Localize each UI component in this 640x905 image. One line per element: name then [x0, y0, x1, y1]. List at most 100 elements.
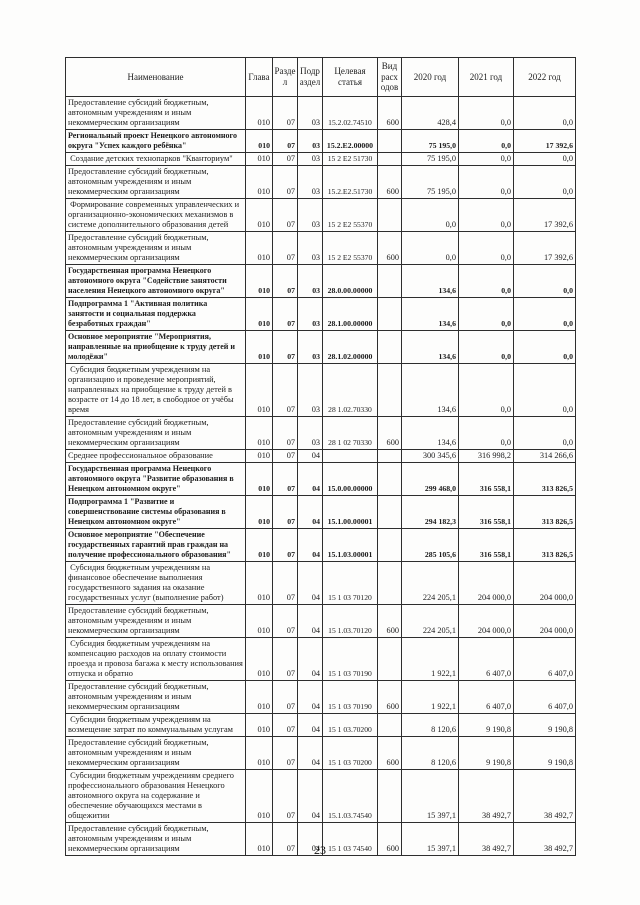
cell-2022: 6 407,0 — [513, 679, 576, 714]
cell-chapter: 010 — [245, 263, 273, 298]
cell-target-article: 28.0.00.00000 — [322, 263, 378, 298]
cell-2022: 0,0 — [513, 95, 576, 130]
cell-2022: 17 392,6 — [513, 230, 576, 265]
cell-target-article: 15 1 03 70120 — [322, 560, 378, 605]
cell-name: Подпрограмма 1 "Развитие и совершенствов… — [65, 494, 246, 529]
table-row: Государственная программа Ненецкого авто… — [65, 263, 576, 298]
table-row: Субсидии бюджетным учреждениям среднего … — [65, 768, 576, 823]
cell-2020: 294 182,3 — [401, 494, 459, 529]
cell-name: Государственная программа Ненецкого авто… — [65, 263, 246, 298]
cell-name: Предоставление субсидий бюджетным, автон… — [65, 230, 246, 265]
cell-chapter: 010 — [245, 679, 273, 714]
cell-subsection: 03 — [297, 128, 323, 153]
cell-2022: 313 826,5 — [513, 527, 576, 562]
cell-expense-type: 600 — [377, 230, 402, 265]
cell-name: Субсидия бюджетным учреждениям на финанс… — [65, 560, 246, 605]
cell-2022: 314 266,6 — [513, 448, 576, 463]
cell-2020: 134,6 — [401, 362, 459, 417]
cell-chapter: 010 — [245, 527, 273, 562]
cell-2020: 15 397,1 — [401, 768, 459, 823]
cell-name: Субсидии бюджетным учреждениям среднего … — [65, 768, 246, 823]
cell-target-article: 15 2 E2 55370 — [322, 197, 378, 232]
cell-expense-type — [377, 448, 402, 463]
cell-section: 07 — [272, 362, 298, 417]
cell-2022: 0,0 — [513, 362, 576, 417]
cell-subsection: 03 — [297, 296, 323, 331]
cell-name: Создание детских технопарков "Кванториум… — [65, 151, 246, 166]
table-row: Основное мероприятие "Обеспечение госуда… — [65, 527, 576, 562]
col-header-2021: 2021 год — [458, 57, 514, 97]
col-header-name: Наименование — [65, 57, 246, 97]
cell-subsection: 03 — [297, 95, 323, 130]
cell-2020: 134,6 — [401, 329, 459, 364]
cell-expense-type: 600 — [377, 415, 402, 450]
cell-2021: 0,0 — [458, 95, 514, 130]
cell-2020: 75 195,0 — [401, 151, 459, 166]
cell-expense-type — [377, 636, 402, 681]
cell-name: Предоставление субсидий бюджетным, автон… — [65, 735, 246, 770]
cell-subsection: 03 — [297, 415, 323, 450]
cell-section: 07 — [272, 527, 298, 562]
cell-2020: 299 468,0 — [401, 461, 459, 496]
cell-subsection: 04 — [297, 461, 323, 496]
cell-target-article: 15.0.00.00000 — [322, 461, 378, 496]
cell-target-article: 28.1.00.00000 — [322, 296, 378, 331]
cell-section: 07 — [272, 636, 298, 681]
table-row: Субсидия бюджетным учреждениям на компен… — [65, 636, 576, 681]
cell-target-article: 15 1 03.70200 — [322, 712, 378, 737]
cell-name: Предоставление субсидий бюджетным, автон… — [65, 95, 246, 130]
cell-2022: 0,0 — [513, 164, 576, 199]
table-row: Создание детских технопарков "Кванториум… — [65, 151, 576, 166]
cell-chapter: 010 — [245, 415, 273, 450]
cell-2020: 1 922,1 — [401, 679, 459, 714]
cell-2021: 0,0 — [458, 296, 514, 331]
cell-target-article: 28 1.02.70330 — [322, 362, 378, 417]
table-row: Предоставление субсидий бюджетным, автон… — [65, 603, 576, 638]
cell-2021: 0,0 — [458, 230, 514, 265]
cell-target-article: 15 1 03 70200 — [322, 735, 378, 770]
col-header-2020: 2020 год — [401, 57, 459, 97]
cell-2021: 9 190,8 — [458, 735, 514, 770]
cell-expense-type — [377, 263, 402, 298]
cell-2020: 15 397,1 — [401, 821, 459, 856]
cell-chapter: 010 — [245, 821, 273, 856]
table-row: Среднее профессиональное образование 010… — [65, 448, 576, 463]
cell-2020: 75 195,0 — [401, 164, 459, 199]
cell-subsection: 04 — [297, 560, 323, 605]
cell-section: 07 — [272, 164, 298, 199]
cell-2020: 224 205,1 — [401, 603, 459, 638]
cell-2020: 134,6 — [401, 263, 459, 298]
cell-chapter: 010 — [245, 560, 273, 605]
cell-2021: 316 558,1 — [458, 527, 514, 562]
cell-name: Региональный проект Ненецкого автономног… — [65, 128, 246, 153]
cell-chapter: 010 — [245, 164, 273, 199]
cell-2021: 6 407,0 — [458, 679, 514, 714]
cell-expense-type: 600 — [377, 679, 402, 714]
cell-2021: 0,0 — [458, 263, 514, 298]
cell-2022: 17 392,6 — [513, 128, 576, 153]
cell-name: Предоставление субсидий бюджетным, автон… — [65, 164, 246, 199]
cell-2022: 6 407,0 — [513, 636, 576, 681]
cell-target-article: 28.1.02.00000 — [322, 329, 378, 364]
cell-section: 07 — [272, 128, 298, 153]
cell-name: Государственная программа Ненецкого авто… — [65, 461, 246, 496]
cell-chapter: 010 — [245, 636, 273, 681]
cell-name: Основное мероприятие "Мероприятия, напра… — [65, 329, 246, 364]
cell-expense-type — [377, 197, 402, 232]
cell-expense-type — [377, 461, 402, 496]
table-row: Предоставление субсидий бюджетным, автон… — [65, 415, 576, 450]
table-body: Предоставление субсидий бюджетным, автон… — [65, 95, 576, 856]
table-row: Субсидия бюджетным учреждениям на органи… — [65, 362, 576, 417]
cell-name: Субсидия бюджетным учреждениям на органи… — [65, 362, 246, 417]
cell-target-article: 15 1.03.70120 — [322, 603, 378, 638]
cell-target-article: 15 1 03 70190 — [322, 679, 378, 714]
cell-expense-type — [377, 329, 402, 364]
cell-name: Субсидии бюджетным учреждениям на возмещ… — [65, 712, 246, 737]
cell-section: 07 — [272, 461, 298, 496]
cell-target-article: 28 1 02 70330 — [322, 415, 378, 450]
col-header-section: Раздел — [272, 57, 298, 97]
table-row: Формирование современных управленческих … — [65, 197, 576, 232]
cell-section: 07 — [272, 329, 298, 364]
cell-2022: 0,0 — [513, 151, 576, 166]
